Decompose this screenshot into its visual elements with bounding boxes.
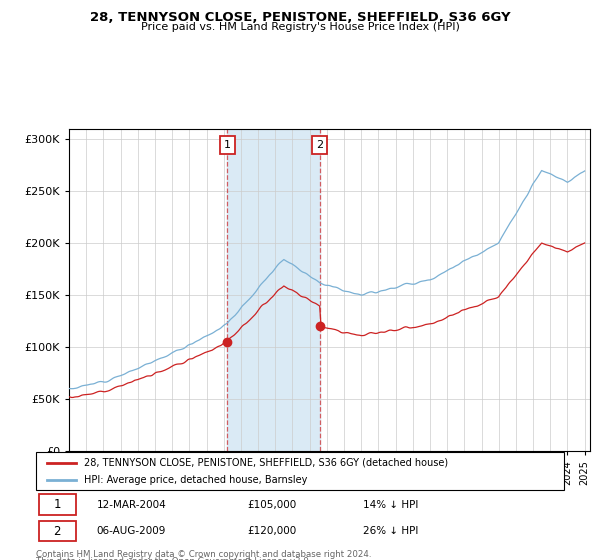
Text: 2: 2: [53, 525, 61, 538]
FancyBboxPatch shape: [38, 494, 76, 515]
Text: 2: 2: [316, 140, 323, 150]
Text: 26% ↓ HPI: 26% ↓ HPI: [364, 526, 419, 536]
FancyBboxPatch shape: [36, 452, 564, 490]
Text: 06-AUG-2009: 06-AUG-2009: [97, 526, 166, 536]
Text: 14% ↓ HPI: 14% ↓ HPI: [364, 500, 419, 510]
Text: 1: 1: [224, 140, 230, 150]
Text: This data is licensed under the Open Government Licence v3.0.: This data is licensed under the Open Gov…: [36, 557, 311, 560]
Text: 1: 1: [53, 498, 61, 511]
Text: HPI: Average price, detached house, Barnsley: HPI: Average price, detached house, Barn…: [83, 475, 307, 486]
Text: 12-MAR-2004: 12-MAR-2004: [97, 500, 166, 510]
Text: 28, TENNYSON CLOSE, PENISTONE, SHEFFIELD, S36 6GY: 28, TENNYSON CLOSE, PENISTONE, SHEFFIELD…: [89, 11, 511, 24]
Text: £120,000: £120,000: [247, 526, 296, 536]
FancyBboxPatch shape: [38, 521, 76, 541]
Text: 28, TENNYSON CLOSE, PENISTONE, SHEFFIELD, S36 6GY (detached house): 28, TENNYSON CLOSE, PENISTONE, SHEFFIELD…: [83, 458, 448, 468]
Text: Price paid vs. HM Land Registry's House Price Index (HPI): Price paid vs. HM Land Registry's House …: [140, 22, 460, 32]
Bar: [227, 129, 320, 451]
Text: £105,000: £105,000: [247, 500, 296, 510]
Text: Contains HM Land Registry data © Crown copyright and database right 2024.: Contains HM Land Registry data © Crown c…: [36, 550, 371, 559]
